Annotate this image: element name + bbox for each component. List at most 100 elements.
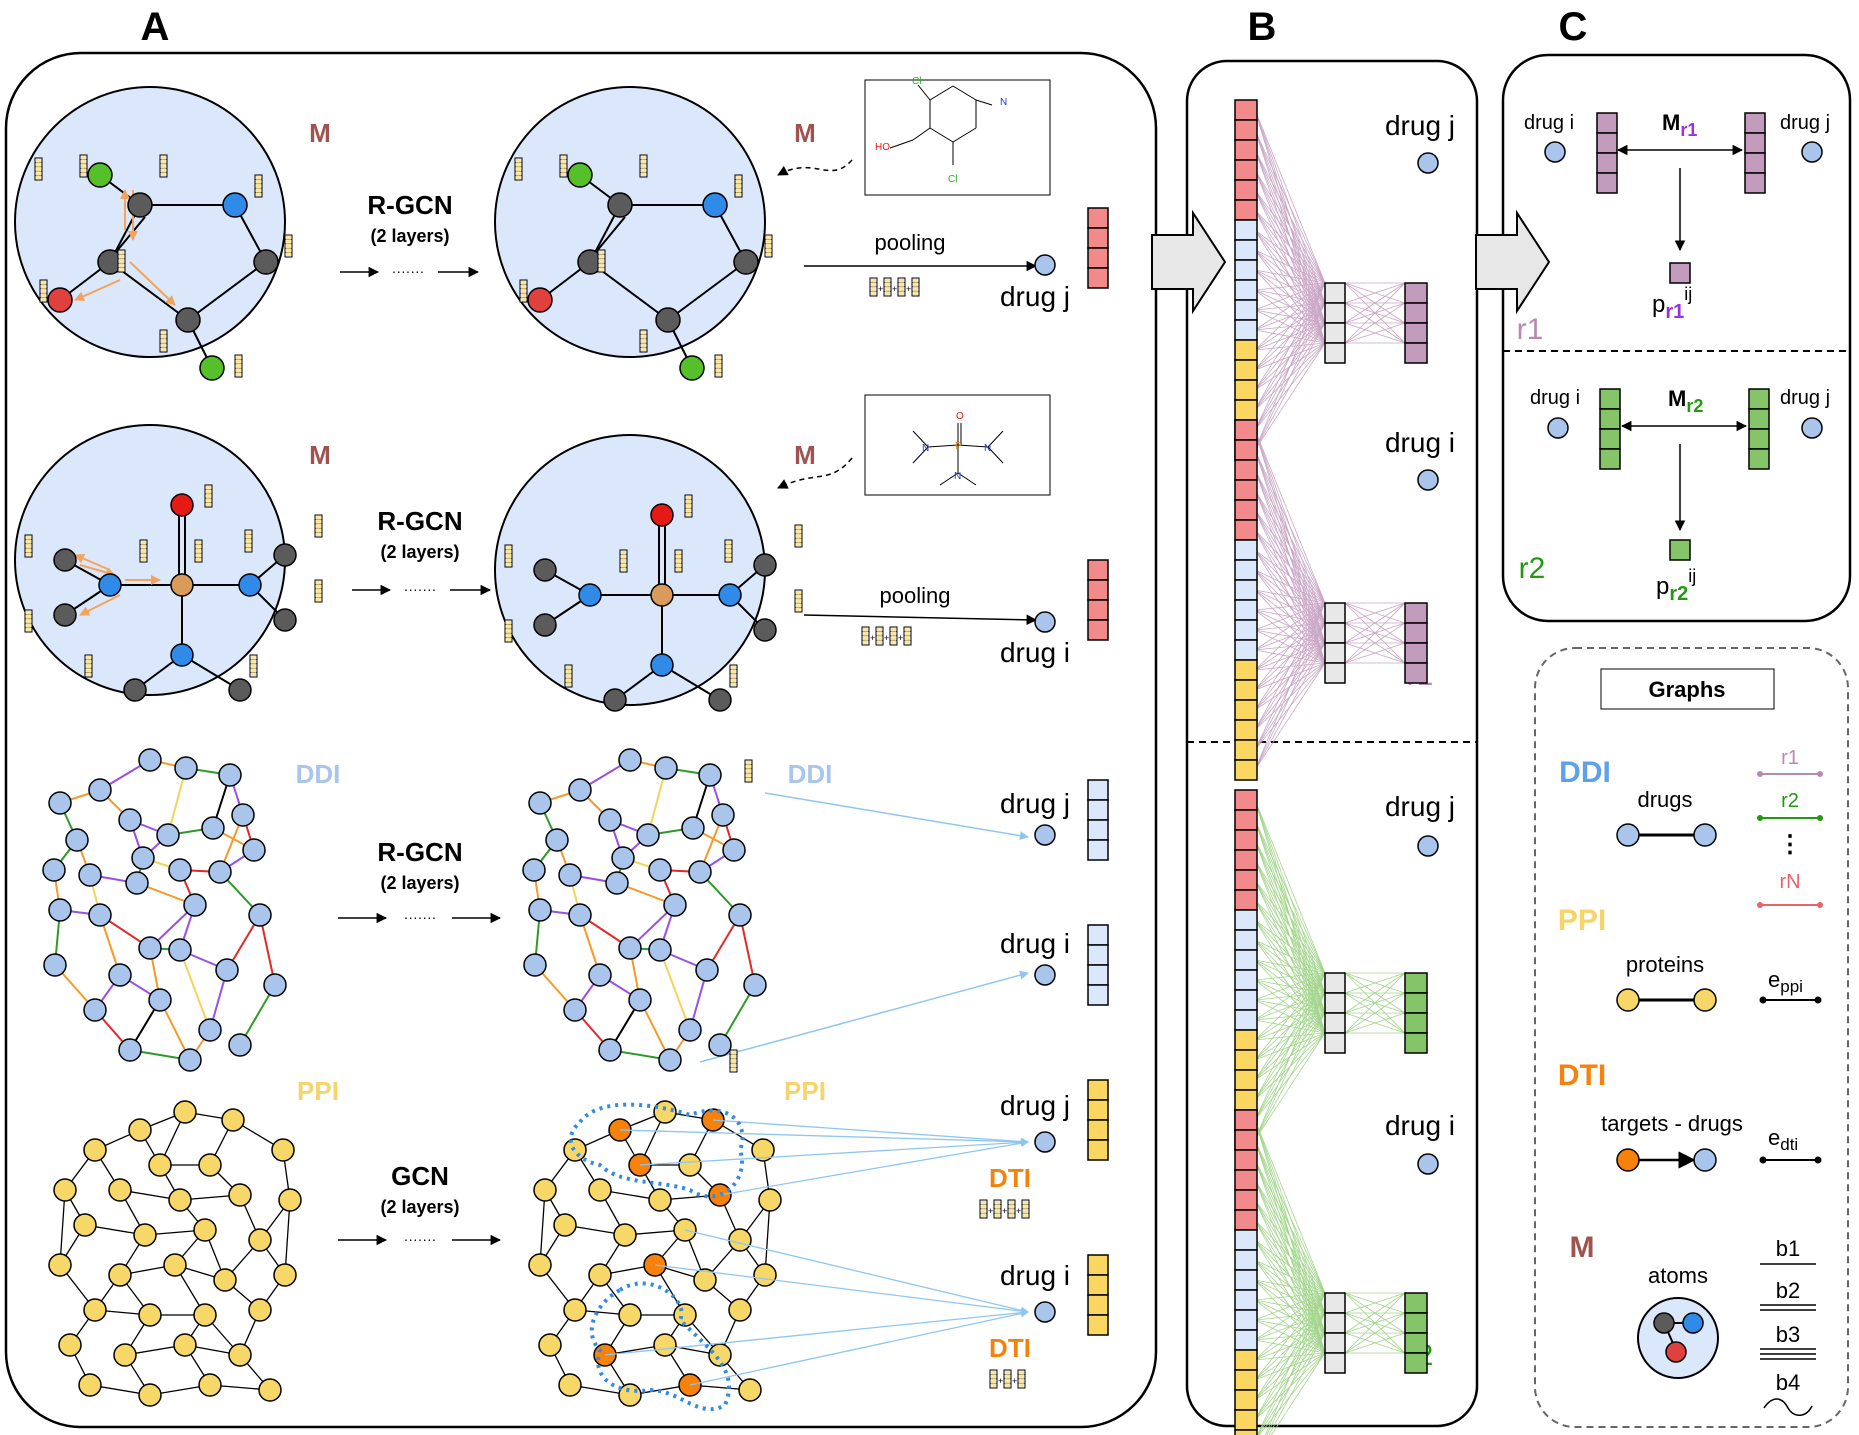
protein-node [163, 1253, 187, 1277]
input-embedding-cell [1234, 1249, 1258, 1271]
nn-connection [1254, 342, 1326, 451]
protein-node [133, 1223, 157, 1247]
protein-node [618, 1383, 642, 1407]
nn-connection [1254, 282, 1326, 411]
nn-connection [1344, 322, 1406, 344]
generated-diagram-marks: HO Cl N Cl O P N N N + + + + + + + + + + + [24, 76, 1823, 1435]
hidden-unit-cell [1324, 282, 1346, 304]
drug-embedding-cell [1087, 984, 1109, 1006]
drug-node [598, 808, 622, 832]
input-embedding-cell [1234, 789, 1258, 811]
feature-vector-fill [863, 628, 868, 644]
input-embedding-cell [1234, 439, 1258, 461]
feature-vector-fill [561, 156, 566, 176]
output-unit-cell [1404, 662, 1428, 684]
nn-connection [1254, 302, 1326, 451]
feature-vector-fill [316, 516, 321, 536]
nn-connection [1254, 972, 1326, 1141]
structure-atom-label: HO [875, 142, 890, 153]
nn-connection [1344, 622, 1406, 664]
atom-node [253, 249, 279, 275]
drug-embedding-cell [1599, 448, 1621, 470]
input-embedding-cell [1234, 1109, 1258, 1131]
dti-label: DTI [989, 1333, 1031, 1363]
protein-node [173, 1100, 197, 1124]
drug-node [215, 958, 239, 982]
hidden-unit-cell [1324, 1332, 1346, 1354]
ppi-row: PPI PPI GCN (2 layers) ······· drug j dr… [297, 1076, 1070, 1363]
drug-node [743, 973, 767, 997]
protein-node [138, 1383, 162, 1407]
drug-embedding-cell [1599, 408, 1621, 430]
hidden-unit-cell [1324, 1032, 1346, 1054]
drug-embedding-cell [1087, 839, 1109, 861]
plus-sign: + [884, 633, 889, 643]
panel-b-frame [1185, 59, 1479, 1428]
drug-embedding-cell [1744, 152, 1766, 174]
input-embedding-cell [1234, 579, 1258, 601]
nn-connection [1254, 1292, 1326, 1361]
protein-node [271, 1138, 295, 1162]
feature-vector-fill [891, 628, 896, 644]
feature-vector-fill [141, 541, 146, 561]
legend-ddi-label: DDI [1559, 756, 1611, 789]
plus-sign: + [1016, 1206, 1021, 1216]
drug-label: drug j [1000, 281, 1070, 312]
feature-vector-fill [686, 496, 691, 516]
dti-arrow [619, 1129, 1029, 1146]
drug-label: drug j [1385, 791, 1455, 822]
feature-vector-fill [726, 541, 731, 561]
drug-node [1034, 824, 1056, 846]
legend-m-caption: atoms [1648, 1263, 1708, 1288]
input-embedding-cell [1234, 1389, 1258, 1411]
feature-vector-fill [991, 1371, 996, 1387]
nn-connection [1344, 1312, 1406, 1354]
legend-edge-dot [1759, 1156, 1767, 1164]
dti-arrow [639, 1138, 1029, 1166]
nn-connection [1344, 602, 1406, 664]
ppi-edge [284, 1199, 291, 1276]
drug-node [1034, 254, 1056, 276]
feature-vector-fill [899, 279, 904, 295]
feature-vector-fill [26, 611, 31, 631]
output-unit-cell [1404, 602, 1428, 624]
protein-node [563, 1138, 587, 1162]
atom-node [527, 287, 553, 313]
drug-embedding-cell [1744, 132, 1766, 154]
protein-node [83, 1138, 107, 1162]
nn-connection [1254, 602, 1326, 771]
drug-node [598, 1038, 622, 1062]
drug-embedding-cell [1087, 247, 1109, 269]
ddi-relation-edge [659, 949, 691, 1031]
dti-arrow [712, 1119, 1029, 1146]
matrix-name: M [1668, 386, 1686, 411]
drug-node [201, 816, 225, 840]
nn-connection [1254, 972, 1326, 1041]
plus-sign: + [1002, 1206, 1007, 1216]
nn-connection [1257, 1312, 1326, 1435]
protein-node [73, 1213, 97, 1237]
atom-node [708, 688, 732, 712]
structure-atom-label: N [1000, 97, 1007, 108]
dti-arrow [604, 1308, 1029, 1356]
drug-node [1034, 1131, 1056, 1153]
drug-node [1417, 835, 1439, 857]
protein-node [751, 1138, 775, 1162]
feature-vector-fill [119, 251, 124, 271]
feature-vector-fill [995, 1201, 1000, 1217]
feature-vector-fill [913, 279, 918, 295]
graph-label-ddi: DDI [788, 759, 833, 789]
input-embedding-cell [1234, 849, 1258, 871]
protein-node [758, 1188, 782, 1212]
legend-relation-dot [1757, 902, 1763, 908]
nn-connection [1268, 1332, 1326, 1435]
atom-node [650, 503, 674, 527]
nn-connection [1254, 449, 1326, 604]
feature-vector-fill [521, 281, 526, 301]
protein-node [83, 1298, 107, 1322]
nn-connection [1254, 509, 1326, 604]
layers-label: (2 layers) [380, 1197, 459, 1217]
legend-relation-dot [1757, 815, 1763, 821]
nn-connection [1254, 282, 1326, 331]
input-embedding-cell [1234, 379, 1258, 401]
